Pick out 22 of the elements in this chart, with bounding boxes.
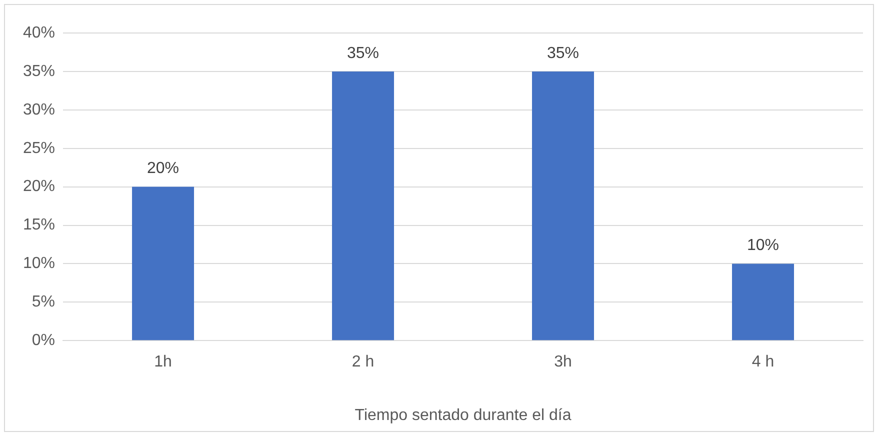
y-tick-label: 25% [22,140,56,157]
bar [332,71,394,340]
x-tick-label: 4 h [752,354,774,371]
x-axis-title: Tiempo sentado durante el día [354,406,572,424]
bar [532,71,594,340]
data-label: 35% [347,44,380,62]
bar [732,264,794,340]
y-tick-label: 20% [22,178,56,196]
y-tick-label: 15% [22,216,56,234]
y-tick-label: 40% [22,24,56,42]
y-tick-label: 10% [22,255,56,272]
bar [132,186,194,340]
y-tick-label: 5% [32,294,56,311]
x-tick-label: 2 h [352,354,374,371]
data-label: 35% [546,44,580,62]
x-tick-label: 1h [154,354,172,371]
y-tick-label: 30% [22,101,56,118]
y-tick-label: 35% [22,62,56,80]
data-label: 10% [746,237,780,254]
data-label: 20% [147,160,180,178]
y-tick-label: 0% [32,332,56,350]
x-tick-label: 3h [554,354,572,371]
